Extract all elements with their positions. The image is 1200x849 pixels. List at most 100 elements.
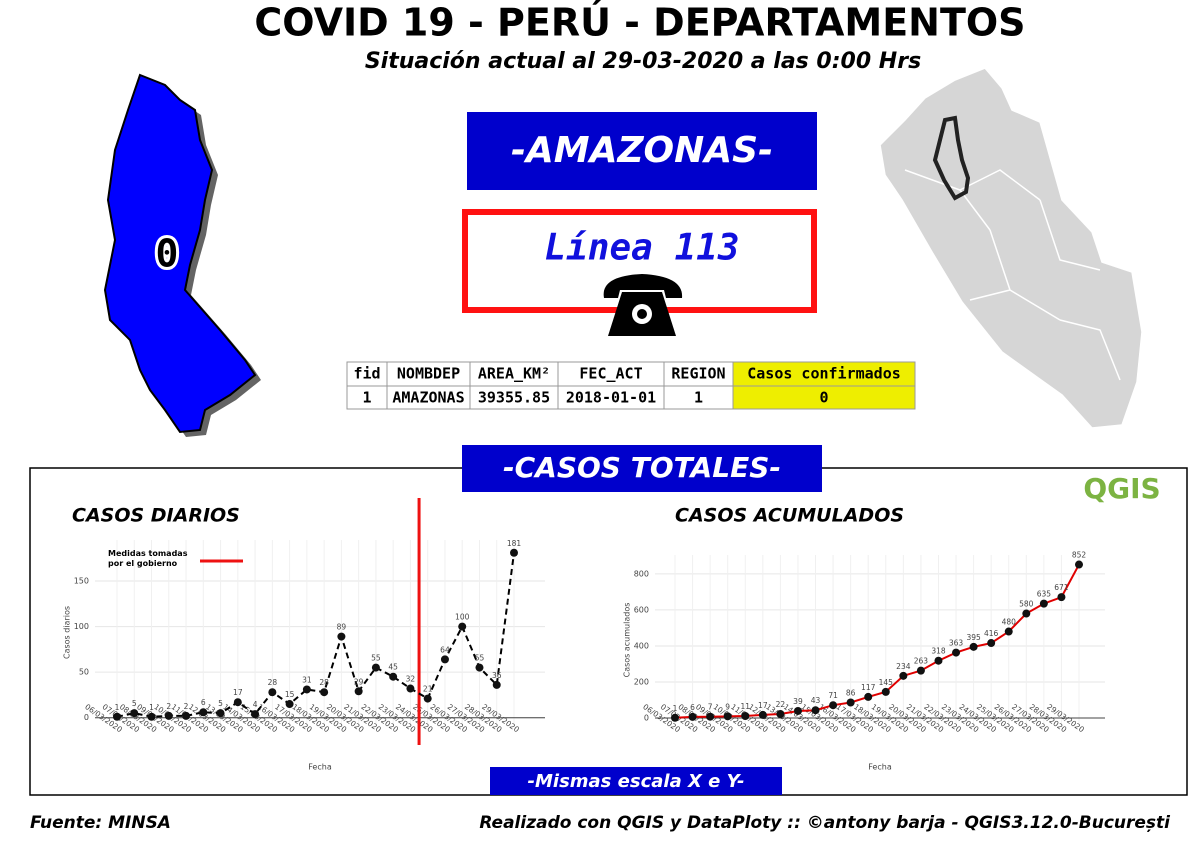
data-point xyxy=(233,698,242,707)
data-label: 1 xyxy=(149,703,154,712)
data-label: 145 xyxy=(879,678,894,687)
data-label: 28 xyxy=(319,678,329,687)
data-point xyxy=(164,711,173,720)
data-point xyxy=(423,694,432,703)
data-label: 2 xyxy=(184,702,189,711)
data-label: 89 xyxy=(337,623,347,632)
data-label: 416 xyxy=(984,629,999,638)
data-point xyxy=(758,710,767,719)
data-point xyxy=(987,639,996,648)
data-point xyxy=(793,706,802,715)
data-point xyxy=(320,688,329,697)
data-point xyxy=(406,684,415,693)
y-tick-label: 100 xyxy=(74,622,89,631)
data-point xyxy=(1039,599,1048,608)
data-label: 17 xyxy=(233,688,243,697)
data-point xyxy=(671,713,679,722)
data-point xyxy=(952,648,961,657)
table-cell: 39355.85 xyxy=(478,389,550,407)
table-header-cell xyxy=(386,361,471,387)
data-label: 39 xyxy=(793,697,803,706)
data-label: 1 xyxy=(673,704,678,713)
y-tick-label: 50 xyxy=(79,668,89,677)
table-header: fid xyxy=(353,365,380,383)
y-tick-label: 800 xyxy=(634,569,649,578)
legend-label-line: por el gobierno xyxy=(108,559,178,568)
table-cell: 2018-01-01 xyxy=(566,389,656,407)
data-label: 86 xyxy=(846,688,856,697)
data-label: 45 xyxy=(388,663,398,672)
data-label: 9 xyxy=(725,702,730,711)
data-label: 15 xyxy=(285,690,295,699)
data-label: 5 xyxy=(132,699,137,708)
data-label: 6 xyxy=(201,698,206,707)
data-label: 64 xyxy=(440,645,450,654)
table-cell: AMAZONAS xyxy=(392,389,464,407)
data-label: 71 xyxy=(828,691,838,700)
data-point xyxy=(337,632,346,641)
table-cell-bg xyxy=(732,385,916,410)
section-box xyxy=(462,445,822,492)
data-point xyxy=(440,655,449,664)
data-label: 1 xyxy=(115,703,120,712)
data-point xyxy=(969,642,978,651)
data-point xyxy=(268,688,277,697)
department-box xyxy=(467,112,817,190)
data-label: 234 xyxy=(896,662,911,671)
table-header-cell xyxy=(557,361,665,387)
data-point xyxy=(776,710,785,719)
data-point xyxy=(113,712,121,721)
data-point xyxy=(916,666,925,675)
logo: QGIS xyxy=(1083,472,1160,505)
data-label: 5 xyxy=(218,699,223,708)
data-label: 100 xyxy=(455,613,470,622)
map-case-label: 0 xyxy=(156,232,179,276)
data-point xyxy=(458,622,467,631)
data-label: 32 xyxy=(406,675,416,684)
legend-label: Medidas tomadas por el gobierno xyxy=(108,549,188,568)
data-label: 55 xyxy=(371,654,381,663)
data-label: 43 xyxy=(811,696,821,705)
subtitle: Situación actual al 29-03-2020 a las 0:0… xyxy=(365,49,921,74)
y-axis-title: Casos acumulados xyxy=(623,603,632,678)
data-label: 22 xyxy=(776,700,786,709)
amazonas-outline xyxy=(932,115,971,201)
data-label: 36 xyxy=(492,671,502,680)
data-point xyxy=(1004,627,1013,636)
data-label: 117 xyxy=(861,683,876,692)
table-header: Casos confirmados xyxy=(747,365,901,383)
map-borders xyxy=(904,169,1121,381)
y-tick-label: 0 xyxy=(644,713,649,722)
table-header: NOMBDEP xyxy=(397,365,460,383)
table-header: REGION xyxy=(671,365,725,383)
data-point xyxy=(354,687,363,696)
data-point xyxy=(846,698,855,707)
data-point xyxy=(899,671,908,680)
data-point xyxy=(492,680,501,689)
data-label: 181 xyxy=(507,539,522,548)
data-point xyxy=(371,663,380,672)
data-point xyxy=(1022,609,1031,618)
data-point xyxy=(829,701,838,710)
y-tick-label: 150 xyxy=(74,577,89,586)
data-point xyxy=(182,711,191,720)
data-label: 480 xyxy=(1002,618,1017,627)
data-label: 6 xyxy=(690,703,695,712)
data-label: 21 xyxy=(423,685,433,694)
data-point xyxy=(251,710,260,719)
y-tick-label: 600 xyxy=(634,605,649,614)
table-cell: 1 xyxy=(362,389,371,407)
data-label: 318 xyxy=(931,647,946,656)
scale-note: -Mismas escala X e Y- xyxy=(528,771,745,792)
data-label: 55 xyxy=(475,654,485,663)
scale-note-box xyxy=(490,767,782,795)
y-tick-label: 400 xyxy=(634,641,649,650)
data-point xyxy=(130,709,139,718)
x-axis-title: Fecha xyxy=(308,763,332,772)
y-axis-title: Casos diarios xyxy=(63,606,72,659)
data-label: 7 xyxy=(708,703,713,712)
hotline: Línea 113 xyxy=(544,228,739,269)
data-point xyxy=(147,712,156,721)
chart-title: CASOS DIARIOS xyxy=(72,505,240,527)
